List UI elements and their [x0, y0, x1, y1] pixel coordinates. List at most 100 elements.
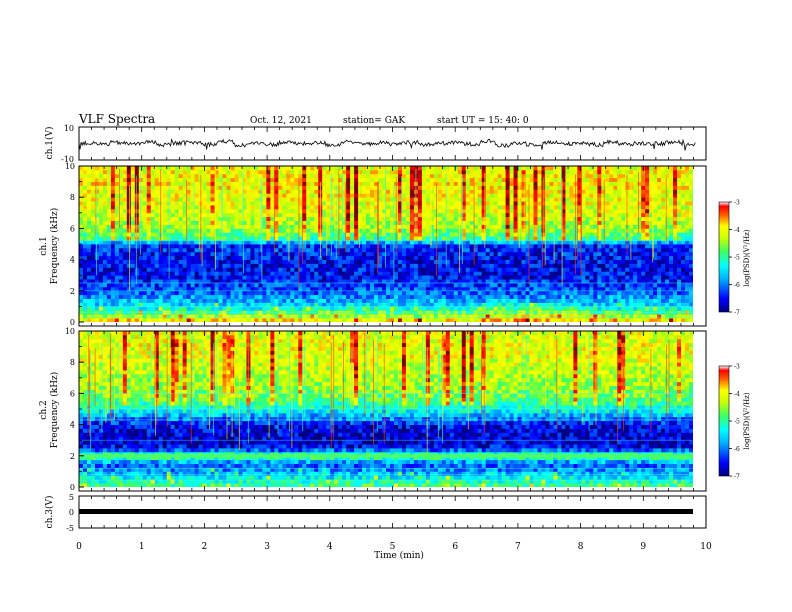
spectrogram-cell [449, 173, 455, 179]
spectrogram-cell [386, 290, 391, 296]
spectrogram-cell [226, 302, 231, 307]
spectrogram-cell [194, 267, 200, 272]
spectrogram-cell [222, 314, 227, 319]
spectrogram-cell [262, 181, 267, 186]
spectrogram-cell [118, 220, 124, 225]
spectrogram-cell [378, 236, 383, 241]
spectrogram-cell [174, 216, 180, 221]
spectrogram-cell [517, 185, 522, 190]
spectrogram-cell [150, 259, 156, 264]
spectrogram-cell [86, 208, 92, 214]
spectrogram-cell [477, 173, 483, 179]
spectrogram-cell [294, 228, 299, 233]
spectrogram-cell [114, 290, 120, 296]
spectrogram-cell [162, 181, 168, 186]
spectrogram-cell [206, 224, 211, 229]
spectrogram-cell [138, 255, 144, 260]
spectrogram-cell [497, 236, 503, 241]
spectrogram-cell [350, 232, 355, 237]
spectrogram-cell [517, 201, 522, 206]
spectrogram-cell [162, 263, 168, 268]
spectrogram-cell [465, 306, 471, 311]
spectrogram-cell [469, 259, 475, 264]
spectrogram-cell [106, 259, 112, 264]
spectrogram-cell [226, 247, 231, 253]
spectrogram-cell [294, 189, 299, 194]
spectrogram-cell [118, 189, 124, 194]
spectrogram-cell [354, 271, 359, 276]
spectrogram-cell [370, 275, 375, 280]
spectrogram-cell [302, 298, 307, 303]
spectrogram-cell [282, 216, 287, 221]
spectrogram-cell [182, 193, 188, 198]
spectrogram-cell [150, 208, 156, 214]
spectrogram-cell [501, 283, 507, 288]
spectrogram-cell [318, 169, 323, 175]
spectrogram-cell [194, 302, 200, 307]
spectrogram-cell [485, 306, 491, 311]
spectrogram-cell [222, 275, 227, 280]
spectrogram-cell [322, 216, 327, 221]
spectrogram-cell [342, 298, 347, 303]
spectrogram-cell [405, 212, 411, 218]
spectrogram-cell [473, 302, 479, 307]
spectrogram-cell [346, 193, 351, 198]
spectrogram-cell [501, 306, 507, 311]
spectrogram-cell [138, 290, 144, 296]
spectrogram-cell [130, 236, 136, 241]
spectrogram-cell [79, 306, 84, 311]
spectrogram-cell [529, 232, 534, 237]
spectrogram-cell [449, 267, 455, 272]
spectrogram-cell [334, 267, 339, 272]
spectrogram-cell [477, 169, 483, 175]
spectrogram-cell [122, 290, 128, 296]
spectrogram-cell [382, 201, 387, 206]
spectrogram-cell [441, 302, 447, 307]
spectrogram-cell [122, 283, 128, 288]
spectrogram-cell [202, 197, 207, 202]
spectrogram-cell [485, 189, 491, 194]
spectrogram-cell [537, 169, 542, 175]
spectrogram-cell [146, 193, 152, 198]
spectrogram-cell [505, 177, 510, 182]
spectrogram-cell [509, 255, 514, 260]
spectrogram-cell [110, 275, 116, 280]
spectrogram-cell [202, 220, 207, 225]
spectrogram-cell [150, 173, 156, 179]
spectrogram-cell [433, 286, 439, 292]
spectrogram-cell [425, 279, 431, 284]
spectrogram-cell [138, 302, 144, 307]
spectrogram-cell [178, 240, 184, 245]
spectrogram-cell [449, 283, 455, 288]
spectrogram-cell [501, 197, 507, 202]
spectrogram-cell [461, 279, 467, 284]
spectrogram-cell [485, 197, 491, 202]
spectrogram-cell [90, 189, 96, 194]
spectrogram-cell [425, 298, 431, 303]
spectrogram-cell [437, 240, 443, 245]
spectrogram-cell [146, 298, 152, 303]
spectrogram-cell [513, 306, 518, 311]
spectrogram-cell [537, 216, 542, 221]
spectrogram-cell [421, 247, 427, 253]
spectrogram-cell [150, 298, 156, 303]
spectrogram-cell [545, 279, 550, 284]
spectrogram-cell [102, 189, 108, 194]
spectrogram-cell [489, 212, 495, 218]
spectrogram-cell [549, 244, 554, 249]
spectrogram-cell [505, 271, 510, 276]
spectrogram-cell [561, 201, 566, 206]
spectrogram-cell [561, 298, 566, 303]
spectrogram-cell [194, 290, 200, 296]
spectrogram-cell [294, 290, 299, 296]
spectrogram-cell [270, 185, 275, 190]
spectrogram-cell [505, 169, 510, 175]
spectrogram-cell [433, 193, 439, 198]
spectrogram-cell [102, 228, 108, 233]
spectrogram-cell [98, 271, 104, 276]
spectrogram-cell [79, 169, 84, 175]
spectrogram-cell [218, 275, 223, 280]
spectrogram-cell [282, 275, 287, 280]
spectrogram-cell [150, 228, 156, 233]
spectrogram-cell [170, 314, 176, 319]
